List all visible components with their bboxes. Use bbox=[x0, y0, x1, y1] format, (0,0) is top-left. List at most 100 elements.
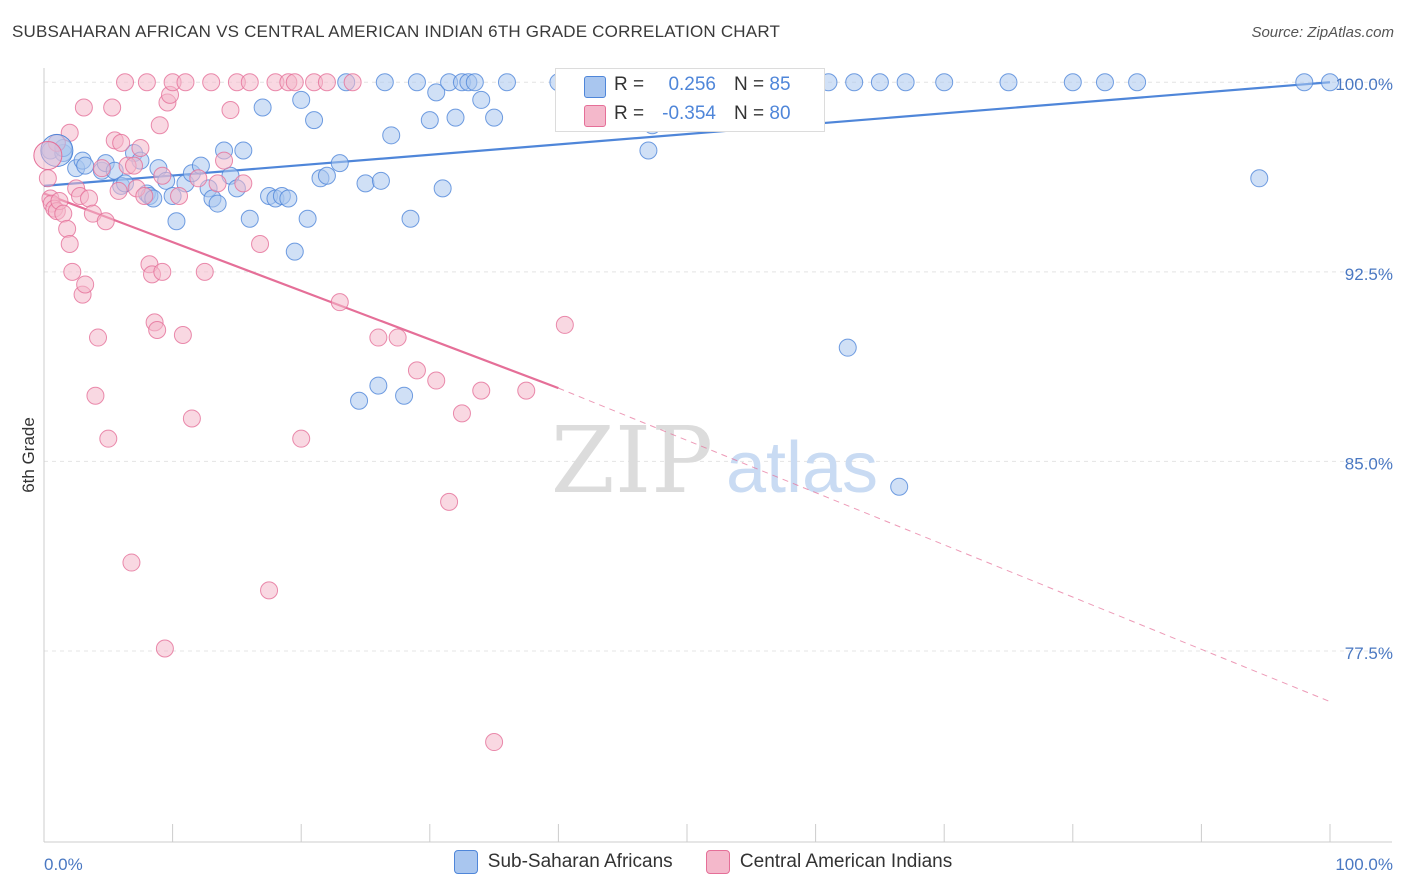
data-point-pink bbox=[330, 293, 349, 312]
data-point-blue bbox=[369, 376, 388, 395]
data-point-pink bbox=[555, 315, 574, 334]
stats-n-value: 85 bbox=[769, 74, 791, 95]
data-point-blue bbox=[330, 154, 349, 173]
data-point-blue bbox=[356, 174, 375, 193]
stats-row-pink: R = -0.354 N = 80 bbox=[556, 100, 824, 128]
data-point-blue bbox=[639, 141, 658, 160]
data-point-pink bbox=[125, 156, 144, 175]
data-point-blue bbox=[401, 209, 420, 228]
data-point-pink bbox=[240, 73, 259, 92]
data-point-pink bbox=[63, 262, 82, 281]
x-tick-label: 0.0% bbox=[44, 855, 83, 874]
legend-label: Central American Indians bbox=[739, 851, 953, 872]
data-point-pink bbox=[86, 386, 105, 405]
data-point-blue bbox=[382, 126, 401, 145]
data-point-blue bbox=[446, 108, 465, 127]
y-tick-label: 77.5% bbox=[1345, 644, 1393, 663]
data-point-pink bbox=[472, 381, 491, 400]
data-point-pink bbox=[452, 404, 471, 423]
trend-line-dashed-pink bbox=[558, 387, 1331, 703]
data-point-pink bbox=[170, 186, 189, 205]
data-point-blue bbox=[305, 111, 324, 130]
data-point-pink bbox=[195, 262, 214, 281]
data-point-blue bbox=[1128, 73, 1147, 92]
data-point-pink bbox=[38, 169, 57, 188]
data-point-blue bbox=[292, 90, 311, 109]
data-point-pink bbox=[137, 73, 156, 92]
data-point-pink bbox=[208, 174, 227, 193]
data-point-blue bbox=[208, 194, 227, 213]
legend-item-central-american: Central American Indians bbox=[705, 850, 953, 874]
stats-n-label: N = bbox=[734, 103, 765, 124]
data-point-pink bbox=[388, 328, 407, 347]
data-point-blue bbox=[350, 391, 369, 410]
legend: Sub-Saharan Africans Central American In… bbox=[0, 850, 1406, 880]
data-point-blue bbox=[427, 83, 446, 102]
data-point-pink bbox=[221, 101, 240, 120]
trend-line-blue bbox=[43, 81, 1331, 187]
data-point-pink bbox=[122, 553, 141, 572]
data-point-blue bbox=[838, 338, 857, 357]
data-point-blue bbox=[253, 98, 272, 117]
data-point-pink bbox=[427, 371, 446, 390]
data-point-pink bbox=[148, 320, 167, 339]
data-point-blue bbox=[845, 73, 864, 92]
data-point-pink bbox=[131, 138, 150, 157]
data-point-blue bbox=[420, 111, 439, 130]
data-point-blue bbox=[407, 73, 426, 92]
data-point-blue bbox=[935, 73, 954, 92]
data-point-pink bbox=[60, 235, 79, 254]
legend-label: Sub-Saharan Africans bbox=[487, 851, 673, 872]
data-point-pink bbox=[92, 159, 111, 178]
y-tick-label: 92.5% bbox=[1345, 265, 1393, 284]
legend-swatch-blue bbox=[453, 850, 478, 874]
data-point-pink bbox=[74, 98, 93, 117]
data-point-blue bbox=[76, 156, 95, 175]
data-point-blue bbox=[317, 166, 336, 185]
data-point-pink bbox=[369, 328, 388, 347]
y-tick-label: 100.0% bbox=[1335, 75, 1393, 94]
stats-r-label: R = bbox=[614, 103, 645, 124]
data-point-blue bbox=[279, 189, 298, 208]
data-point-pink bbox=[150, 116, 169, 135]
data-point-pink bbox=[80, 189, 99, 208]
stats-box: R = 0.256 N = 85 R = -0.354 N = 80 bbox=[555, 68, 825, 132]
data-point-pink bbox=[407, 361, 426, 380]
data-point-pink bbox=[189, 169, 208, 188]
data-point-pink bbox=[285, 73, 304, 92]
stats-n: N = 85 bbox=[734, 71, 791, 99]
data-point-pink bbox=[99, 429, 118, 448]
data-point-pink bbox=[485, 733, 504, 752]
data-point-blue bbox=[298, 209, 317, 228]
data-point-blue bbox=[465, 73, 484, 92]
stats-r-label: R = bbox=[614, 74, 645, 95]
data-point-blue bbox=[395, 386, 414, 405]
blue-swatch bbox=[584, 76, 606, 98]
pink-swatch bbox=[584, 105, 606, 127]
data-point-pink bbox=[343, 73, 362, 92]
stats-n-value: 80 bbox=[769, 103, 791, 124]
tick-labels: 100.0% 92.5% 85.0% 77.5% 0.0% 100.0% bbox=[44, 75, 1393, 874]
data-point-pink bbox=[317, 73, 336, 92]
legend-item-subsaharan: Sub-Saharan Africans bbox=[453, 850, 673, 874]
data-point-pink bbox=[182, 409, 201, 428]
data-point-pink bbox=[176, 73, 195, 92]
trend-lines bbox=[43, 81, 1331, 703]
watermark-zip: ZIP bbox=[551, 407, 713, 514]
data-point-pink bbox=[58, 219, 77, 238]
data-point-blue bbox=[285, 242, 304, 261]
data-point-blue bbox=[240, 209, 259, 228]
watermark: ZIP atlas bbox=[551, 407, 878, 514]
data-point-pink bbox=[153, 166, 172, 185]
y-tick-label: 85.0% bbox=[1345, 454, 1393, 473]
axes bbox=[43, 68, 1392, 843]
data-point-blue bbox=[1321, 73, 1339, 92]
stats-row-blue: R = 0.256 N = 85 bbox=[556, 71, 824, 99]
data-point-blue bbox=[167, 212, 186, 231]
data-point-pink bbox=[109, 181, 128, 200]
data-point-pink bbox=[215, 151, 234, 170]
data-point-pink bbox=[76, 275, 95, 294]
grid-lines bbox=[44, 81, 1392, 652]
data-point-blue bbox=[1250, 169, 1269, 188]
